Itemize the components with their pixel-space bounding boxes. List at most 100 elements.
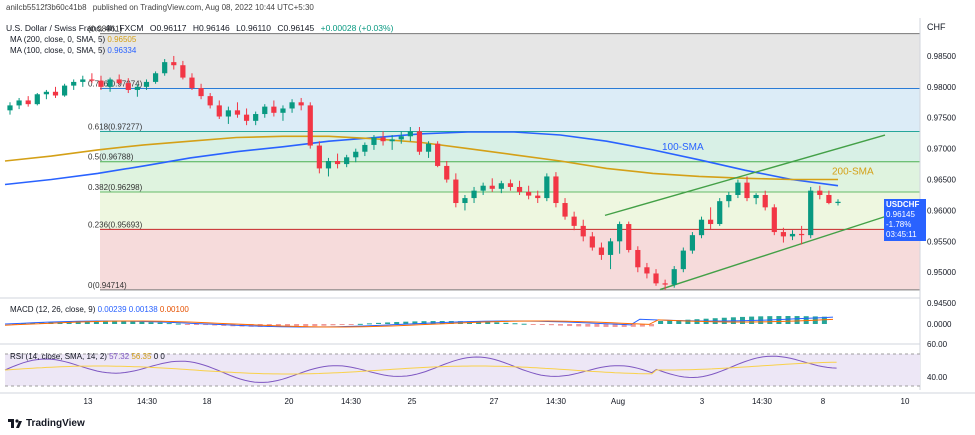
candle-body [462,198,468,204]
tradingview-logo[interactable]: TradingView [8,418,85,429]
macd-histogram-bar [821,316,827,324]
fib-label: 0.618(0.97277) [88,123,143,132]
symbol-line: U.S. Dollar / Swiss Franc, 4h, FXCM O0.9… [6,23,397,33]
macd-histogram-bar [630,324,636,327]
candle-body [16,100,22,106]
candle-body [262,106,268,115]
candle-body [425,143,432,152]
candle-body [471,190,477,199]
candle-body [43,91,49,95]
candle-body [771,207,777,233]
candle-body [489,185,495,189]
candle-body [717,201,723,225]
candle-body [480,185,486,191]
candle-body [498,183,504,189]
candle-body [189,77,195,89]
macd-histogram-bar [157,322,163,324]
candle-body [407,131,413,137]
x-tick-label: 18 [203,397,212,406]
macd-histogram-bar [530,324,536,325]
macd-histogram-bar [585,324,591,327]
fibonacci-zones [100,33,920,290]
candle-body [826,194,832,204]
x-tick-label: 8 [821,397,826,406]
macd-histogram-bar [321,324,327,326]
y-tick-label: 0.95500 [927,237,956,246]
candle-body [34,94,40,105]
macd-histogram-bar [794,316,800,324]
candle-body [7,105,13,111]
macd-histogram-bar [421,321,427,324]
macd-histogram-bar [294,324,300,327]
candle-body [371,137,377,145]
macd-histogram-bar [603,324,609,327]
candle-body [553,176,559,204]
macd-histogram-bar [412,321,418,324]
fib-label: 0.382(0.96298) [88,183,143,192]
candle-body [598,247,605,255]
macd-histogram-bar [357,323,363,325]
y-tick-label: 0.94500 [927,299,956,308]
publish-header: anilcb5512f3b60c41b8 published on Tradin… [6,3,318,12]
macd-histogram-bar [558,324,563,326]
fib-zone [100,229,920,290]
candle-body [134,86,140,90]
candle-body [71,81,77,86]
macd-histogram-bar [676,320,682,324]
candle-body [125,83,131,90]
x-tick-label: 3 [700,397,705,406]
ma200-legend[interactable]: MA (200, close, 0, SMA, 5) 0.96505 [10,35,137,44]
x-tick-label: 20 [285,397,294,406]
macd-histogram-bar [494,322,500,324]
macd-histogram-bar [567,324,573,327]
tradingview-icon [8,419,22,428]
candle-body [61,85,68,96]
rsi-legend[interactable]: RSI (14, close, SMA, 14, 2) 57.32 56.35 … [10,352,165,361]
ma100-legend[interactable]: MA (100, close, 0, SMA, 5) 0.96334 [10,46,137,55]
macd-histogram-bar [785,316,791,324]
x-tick-label: 27 [490,397,499,406]
candle-body [817,190,823,195]
fib-label: 0.5(0.96788) [88,153,134,162]
y-tick-label: 0.97000 [927,145,956,154]
macd-histogram-bar [521,323,527,325]
macd-histogram-bar [639,324,645,327]
candle-body [453,179,459,204]
macd-legend[interactable]: MACD (12, 26, close, 9) 0.00239 0.00138 … [10,305,189,314]
rsi-axis-label: 60.00 [927,340,948,349]
candle-body [671,269,677,285]
close-value: C0.96145 [277,23,315,33]
macd-histogram-bar [548,324,554,326]
price-tag-symbol: USDCHF [886,200,920,209]
macd-histogram-bar [93,321,99,324]
candle-body [662,283,668,285]
candle-body [789,233,796,237]
macd-histogram-bar [385,322,391,324]
rsi-line [4,355,837,383]
candle-body [243,114,250,121]
macd-histogram-bar [84,321,90,324]
x-tick-label: 14:30 [137,397,158,406]
macd-histogram-bar [394,322,400,324]
macd-histogram-bar [203,324,209,326]
macd-histogram-bar [594,324,600,327]
sma200-annotation: 200-SMA [832,167,874,178]
candle-body [216,105,222,117]
candle-body [89,79,95,81]
macd-histogram-bar [248,324,254,327]
candle-body [416,131,423,152]
candle-body [626,224,632,250]
candle-body [162,62,168,74]
candle-body [580,225,586,237]
candle-body [234,110,241,115]
candle-body [80,79,86,82]
low-value: L0.96110 [236,23,271,33]
price-tag-countdown: 03:45:11 [886,230,917,239]
macd-histogram-bar [175,323,181,325]
candle-body [698,219,705,236]
macd-histogram-bar [685,319,691,324]
macd-histogram-bar [366,323,372,325]
candle-body [617,224,623,242]
macd-histogram-bar [112,321,118,324]
